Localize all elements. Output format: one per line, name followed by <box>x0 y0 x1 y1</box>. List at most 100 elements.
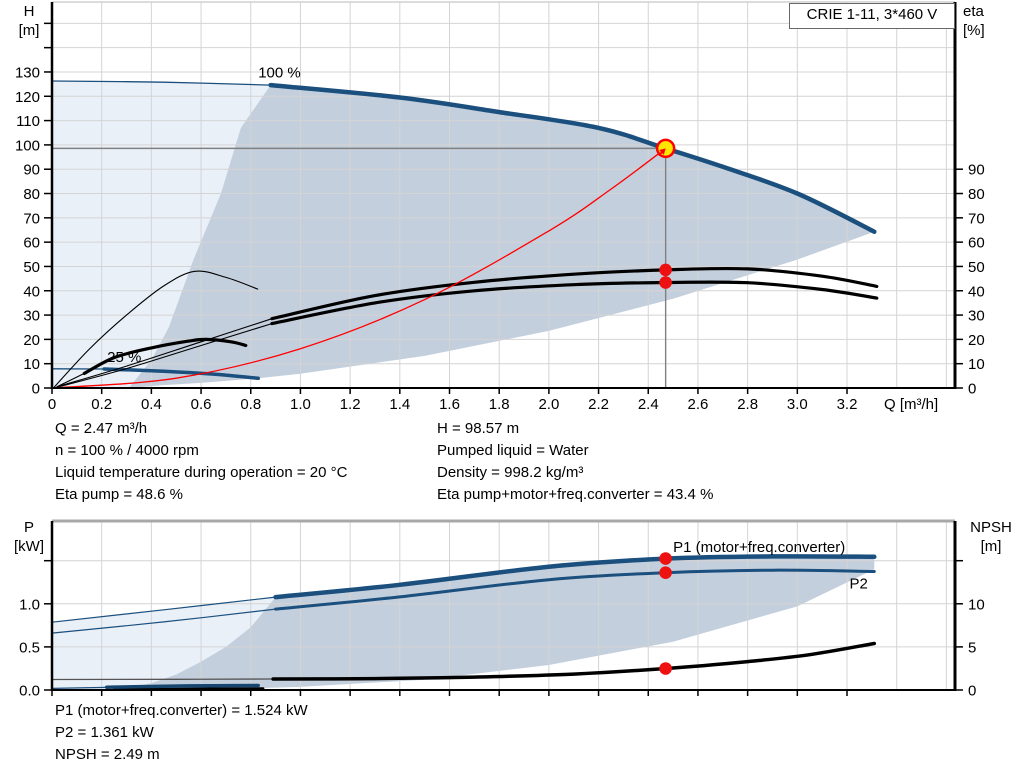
info-npsh: NPSH = 2.49 m <box>55 746 160 763</box>
p-axis-title-line2: [kW] <box>14 538 44 555</box>
duty-info-left: Q = 2.47 m³/h n = 100 % / 4000 rpm Liqui… <box>55 418 347 506</box>
h-axis-title-line2: [m] <box>18 22 40 39</box>
y2-tick-label: 10 <box>968 596 985 613</box>
curve-h-100pct <box>268 82 877 234</box>
y-tick-label: 1.0 <box>19 596 40 613</box>
y-tick-label: 100 <box>15 137 40 154</box>
curve-npsh-thin <box>51 678 274 681</box>
npsh-axis-title-line1: NPSH <box>970 519 1012 536</box>
x-tick-label: 0.2 <box>91 396 112 413</box>
info-liquid-temperature: Liquid temperature during operation = 20… <box>55 464 348 481</box>
p-axis-title-line1: P <box>23 519 34 536</box>
region-full-speed-envelope <box>52 81 271 388</box>
info-speed: n = 100 % / 4000 rpm <box>55 442 199 459</box>
npsh-axis-title-line2: [m] <box>980 538 1002 555</box>
h-axis-title: H [m] <box>8 2 50 40</box>
curve-p1 <box>273 554 877 600</box>
info-pumped-liquid: Pumped liquid = Water <box>437 442 589 459</box>
info-eta-total: Eta pump+motor+freq.converter = 43.4 % <box>437 486 714 503</box>
curve-p-25pct <box>104 683 260 689</box>
curve-p1-thin <box>51 596 277 623</box>
y-tick-label: 80 <box>23 186 40 203</box>
y2-tick-label: 70 <box>968 210 985 227</box>
curve-eta-total-25pct <box>82 337 248 375</box>
curve-label: 25 % <box>107 349 141 366</box>
curve-eta-pump-25pct <box>53 270 259 388</box>
operating-point-dot <box>659 276 672 289</box>
pump-type-label: CRIE 1-11, 3*460 V <box>806 6 938 23</box>
x-tick-label: 0.8 <box>240 396 261 413</box>
y2-tick-label: 40 <box>968 283 985 300</box>
x-tick-label: 1.0 <box>290 396 311 413</box>
x-tick-label: 2.8 <box>737 396 758 413</box>
y-tick-label: 0.0 <box>19 683 40 700</box>
chart-power: 0.0 0.5 1.0 0 5 10 P1 (motor+freq.converter) P2 <box>19 519 985 700</box>
info-density: Density = 998.2 kg/m³ <box>437 464 584 481</box>
info-p2: P2 = 1.361 kW <box>55 724 154 741</box>
eta-axis-title-line2: [%] <box>963 22 985 39</box>
operating-point-dot <box>659 263 672 277</box>
curve-eta-total-100pct <box>270 280 879 326</box>
region-full-speed-envelope <box>52 597 276 690</box>
curve-label: 100 % <box>258 64 301 81</box>
y-tick-label: 20 <box>23 332 40 349</box>
x-tick-label: 2.2 <box>588 396 609 413</box>
info-eta-pump: Eta pump = 48.6 % <box>55 486 183 503</box>
operating-point-dot <box>659 662 672 675</box>
y-tick-label: 10 <box>23 356 40 373</box>
y2-tick-label: 0 <box>968 381 976 398</box>
y-tick-label: 110 <box>16 113 40 130</box>
x-tick-label: 3.0 <box>787 396 808 413</box>
region-operating-envelope <box>128 85 875 388</box>
curve-h-25pct <box>102 367 260 381</box>
info-p1: P1 (motor+freq.converter) = 1.524 kW <box>55 702 308 719</box>
p-axis-title: P [kW] <box>6 518 52 556</box>
duty-info-right: H = 98.57 m Pumped liquid = Water Densit… <box>437 418 713 506</box>
x-tick-label: 2.0 <box>538 396 559 413</box>
eta-axis-title-line1: eta <box>963 3 984 20</box>
y-tick-label: 60 <box>23 235 40 252</box>
x-tick-label: 0.6 <box>191 396 212 413</box>
x-tick-label: 1.6 <box>439 396 460 413</box>
y2-tick-label: 20 <box>968 332 985 349</box>
pump-type-box: CRIE 1-11, 3*460 V <box>789 3 955 29</box>
curve-eta-pump-100pct-thin <box>56 318 273 388</box>
curve-eta-pump-100pct <box>270 266 879 321</box>
x-tick-label: 1.8 <box>489 396 510 413</box>
curve-eta-total-25pct-thin <box>56 372 85 388</box>
y-tick-label: 0 <box>32 381 40 398</box>
y2-tick-label: 90 <box>968 162 985 179</box>
y-tick-label: 30 <box>23 308 40 325</box>
curve-p-25pct-thin <box>51 686 108 689</box>
power-info: P1 (motor+freq.converter) = 1.524 kW P2 … <box>55 700 308 766</box>
y2-tick-label: 30 <box>968 308 985 325</box>
y-tick-label: 90 <box>23 162 40 179</box>
operating-point-dot <box>659 552 672 565</box>
curve-p2 <box>274 568 876 611</box>
x-tick-label: 2.4 <box>638 396 659 413</box>
npsh-axis-title: NPSH [m] <box>960 518 1022 556</box>
y2-tick-label: 80 <box>968 186 985 203</box>
x-tick-label: 1.2 <box>340 396 361 413</box>
y-tick-label: 120 <box>15 89 40 106</box>
y2-tick-label: 50 <box>968 259 985 276</box>
chart-qh: 0 0.2 0.4 0.6 0.8 1.0 1.2 1.4 1.6 1.8 2.0 2.2 2.4 2.6… <box>15 1 985 413</box>
curve-eta-total-100pct-thin <box>56 323 273 388</box>
curve-duty-parabola <box>51 147 667 389</box>
curve-h-100pct-thin <box>51 80 272 86</box>
y-tick-label: 40 <box>23 283 40 300</box>
x-tick-label: 2.6 <box>688 396 709 413</box>
h-axis-title-line1: H <box>23 3 35 20</box>
y-tick-label: 130 <box>15 64 40 81</box>
y2-tick-label: 5 <box>968 639 976 656</box>
curve-npsh <box>271 641 877 681</box>
y-tick-label: 0.5 <box>19 639 40 656</box>
x-tick-label: 1.4 <box>389 396 410 413</box>
x-tick-label: 3.2 <box>837 396 858 413</box>
curve-p2-thin <box>51 608 277 634</box>
info-head: H = 98.57 m <box>437 420 520 437</box>
operating-point-dot <box>659 566 672 579</box>
x-tick-label: 0.4 <box>141 396 162 413</box>
